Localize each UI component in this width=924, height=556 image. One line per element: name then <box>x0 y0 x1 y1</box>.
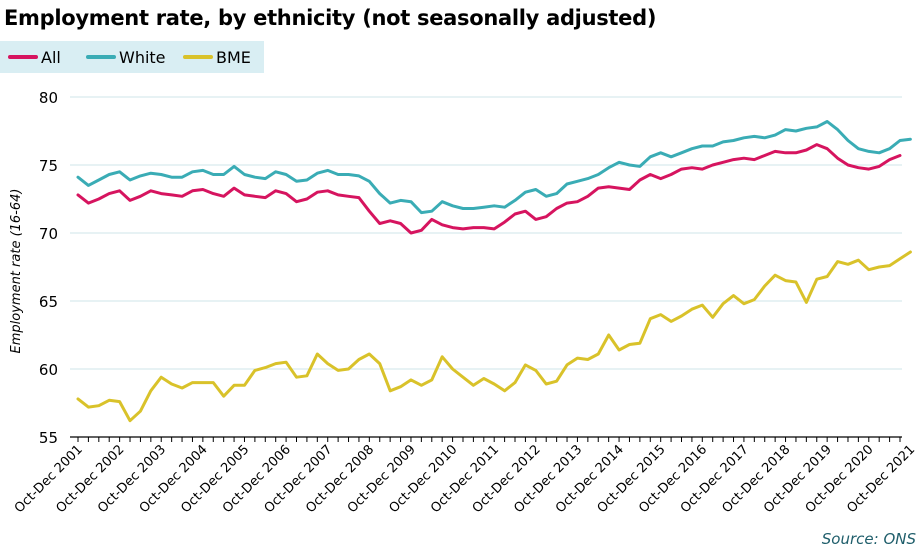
legend-label-white: White <box>119 47 166 67</box>
series-line-white <box>76 120 912 215</box>
y-tick-label: 75 <box>39 157 58 175</box>
y-tick-label: 60 <box>39 361 58 379</box>
chart-title: Employment rate, by ethnicity (not seaso… <box>4 6 657 30</box>
y-tick-label: 55 <box>39 429 58 447</box>
legend-swatch-white <box>86 55 116 59</box>
y-tick-label: 70 <box>39 225 58 243</box>
legend-label-bme: BME <box>216 47 251 67</box>
source-note: Source: ONS <box>821 530 916 548</box>
legend: All White BME <box>0 41 264 73</box>
series-line-all <box>76 143 902 235</box>
series-line-bme <box>76 250 912 423</box>
y-tick-label: 80 <box>39 89 58 107</box>
legend-item-all: All <box>8 41 61 73</box>
y-axis-label: Employment rate (16-64) <box>9 189 24 354</box>
legend-swatch-bme <box>183 55 213 59</box>
y-tick-label: 65 <box>39 293 58 311</box>
legend-label-all: All <box>41 47 61 67</box>
legend-swatch-all <box>8 55 38 59</box>
legend-item-bme: BME <box>183 41 251 73</box>
legend-item-white: White <box>86 41 166 73</box>
